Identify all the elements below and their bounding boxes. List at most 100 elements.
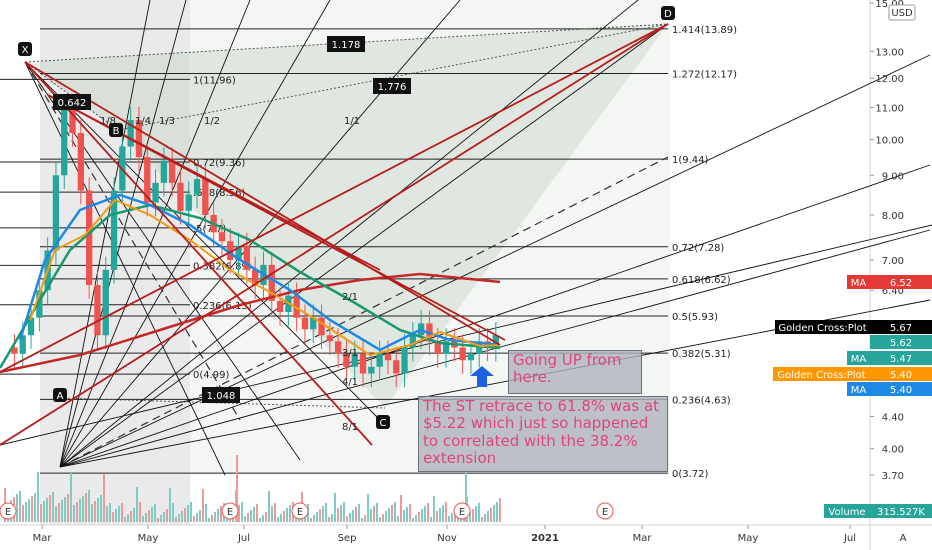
y-tick-label: 4.40 [882,413,904,424]
candle-body [268,264,275,301]
price-tags: MA 6.52 Golden Cross:Plot 5.67 5.62 MA 5.47 Gol… [773,275,932,518]
volume-bar [55,506,57,522]
volume-bar [241,502,243,522]
volume-bar [103,474,105,522]
y-tick-label: 10.00 [875,136,904,147]
volume-bar [236,455,238,522]
volume-bar [310,518,312,522]
volume-bar [487,511,489,522]
inner-fib-label: 1(11.96) [193,75,236,86]
volume-bar [148,510,150,522]
y-tick-label: 11.00 [875,104,904,115]
volume-bar [349,513,351,522]
inner-fib-label: .618(8.56) [193,188,245,199]
trend-line [0,23,669,373]
dashed-decline-line [24,61,241,421]
volume-bar [406,507,408,522]
gann-fan-line [59,0,187,468]
volume-bar [433,496,435,522]
price-tag-label-box [773,367,870,381]
annotation-going-up[interactable]: Going UP from here. [508,350,642,394]
volume-bar [295,516,297,522]
candle-body [193,179,201,195]
volume-bar [106,506,108,522]
x-tick-label: May [138,533,159,544]
volume-bar [265,512,267,522]
fib-level-label: 1.272(12.17) [672,70,737,81]
volume-bar [151,507,153,522]
volume-bar [115,509,117,522]
price-tag-value-box [870,335,932,349]
volume-bar [139,502,141,522]
volume-bar [64,497,66,522]
gann-fan-line [59,0,151,468]
volume-bar [136,487,138,522]
volume-bar [205,504,207,522]
volume-bar [465,470,467,522]
candle-body [434,341,441,354]
candle-body [86,190,93,285]
volume-bar [34,493,36,522]
volume-bar [484,514,486,522]
gann-fan-label: 3/1 [342,348,358,359]
gann-fan-label: 1/4 [135,116,151,127]
volume-bar [85,493,87,522]
gann-fan-label: 1/3 [159,116,175,127]
volume-bar [82,496,84,522]
volume-bar [442,505,444,522]
fib-levels: 1.414(13.89) 1.272(12.17) 1(9.44) 0.72(7.28… [0,23,737,480]
volume-bar [121,503,123,522]
volume-bar [421,509,423,522]
y-tick-label: 4.00 [882,445,904,456]
volume-bar [397,516,399,522]
price-tag-name: Golden Cross:Plot [777,370,865,381]
gann-fan-label: 2/1 [342,292,358,303]
candle-body [52,175,60,251]
price-tag-label-box [847,351,870,365]
y-tick-label: 13.00 [875,47,904,58]
pattern-point-label: A [57,391,64,402]
pattern-point-label: B [113,126,120,137]
xd-dotted-line [24,23,669,63]
inner-fib-label: .5(7.7) [193,224,226,235]
volume-bar [358,504,360,522]
volume-bar [58,503,60,522]
pattern-point-label: C [380,418,387,429]
earnings-marker-label: E [297,507,303,518]
volume-bar [91,504,93,522]
bd-dotted-line [117,23,669,131]
x-tick-label: Mar [633,533,653,544]
volume-bar [88,490,90,522]
candle-body [359,353,367,374]
fib-level-label: 0.382(5.31) [672,349,731,360]
volume-bar [361,518,363,522]
ma-200-line [0,272,501,374]
volume-bar [214,512,216,522]
volume-bar [211,515,213,522]
volume-bar [325,503,327,522]
volume-bar [472,509,474,522]
volume-bar [394,502,396,522]
fib-level-label: 1(9.44) [672,155,709,166]
volume-bar [313,515,315,522]
ma-50-line [0,203,501,369]
currency-label: USD [891,8,913,19]
volume-bar [337,508,339,522]
volume-bar [31,496,33,522]
annotation-retrace[interactable]: The ST retrace to 61.8% was at $5.22 whi… [418,396,668,472]
volume-bar [370,509,372,522]
y-tick-label: 3.70 [882,471,904,482]
volume-bar [271,506,273,522]
volume-bar [37,472,39,522]
volume-bar [250,510,252,522]
candle-body [293,295,300,318]
volume-bar [343,502,345,522]
auto-scale-button[interactable]: A [900,533,907,544]
candle-body [27,317,35,336]
volume-bar [319,509,321,522]
volume-bar [430,517,432,522]
volume-bar [28,499,30,522]
